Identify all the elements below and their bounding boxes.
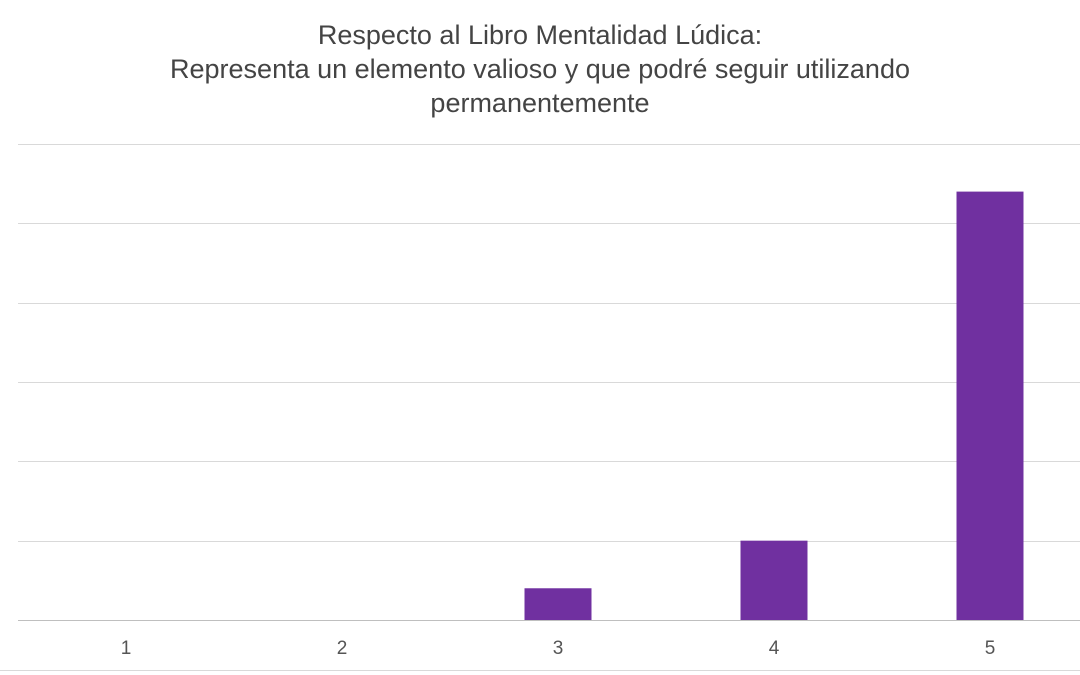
chart-title-line-3: permanentemente [430, 88, 650, 118]
x-tick-label-4: 4 [769, 638, 780, 659]
x-tick-label-2: 2 [337, 638, 348, 659]
x-tick-label-5: 5 [985, 638, 996, 659]
x-tick-label-3: 3 [553, 638, 564, 659]
bar-5 [956, 191, 1024, 620]
x-tick-label-1: 1 [121, 638, 132, 659]
chart-title-line-1: Respecto al Libro Mentalidad Lúdica: [317, 20, 763, 50]
bar-4 [740, 540, 808, 620]
bar-3 [524, 588, 592, 620]
chart-title-line-2: Representa un elemento valioso y que pod… [170, 54, 910, 84]
chart-title: Respecto al Libro Mentalidad Lúdica: Rep… [0, 18, 1080, 120]
